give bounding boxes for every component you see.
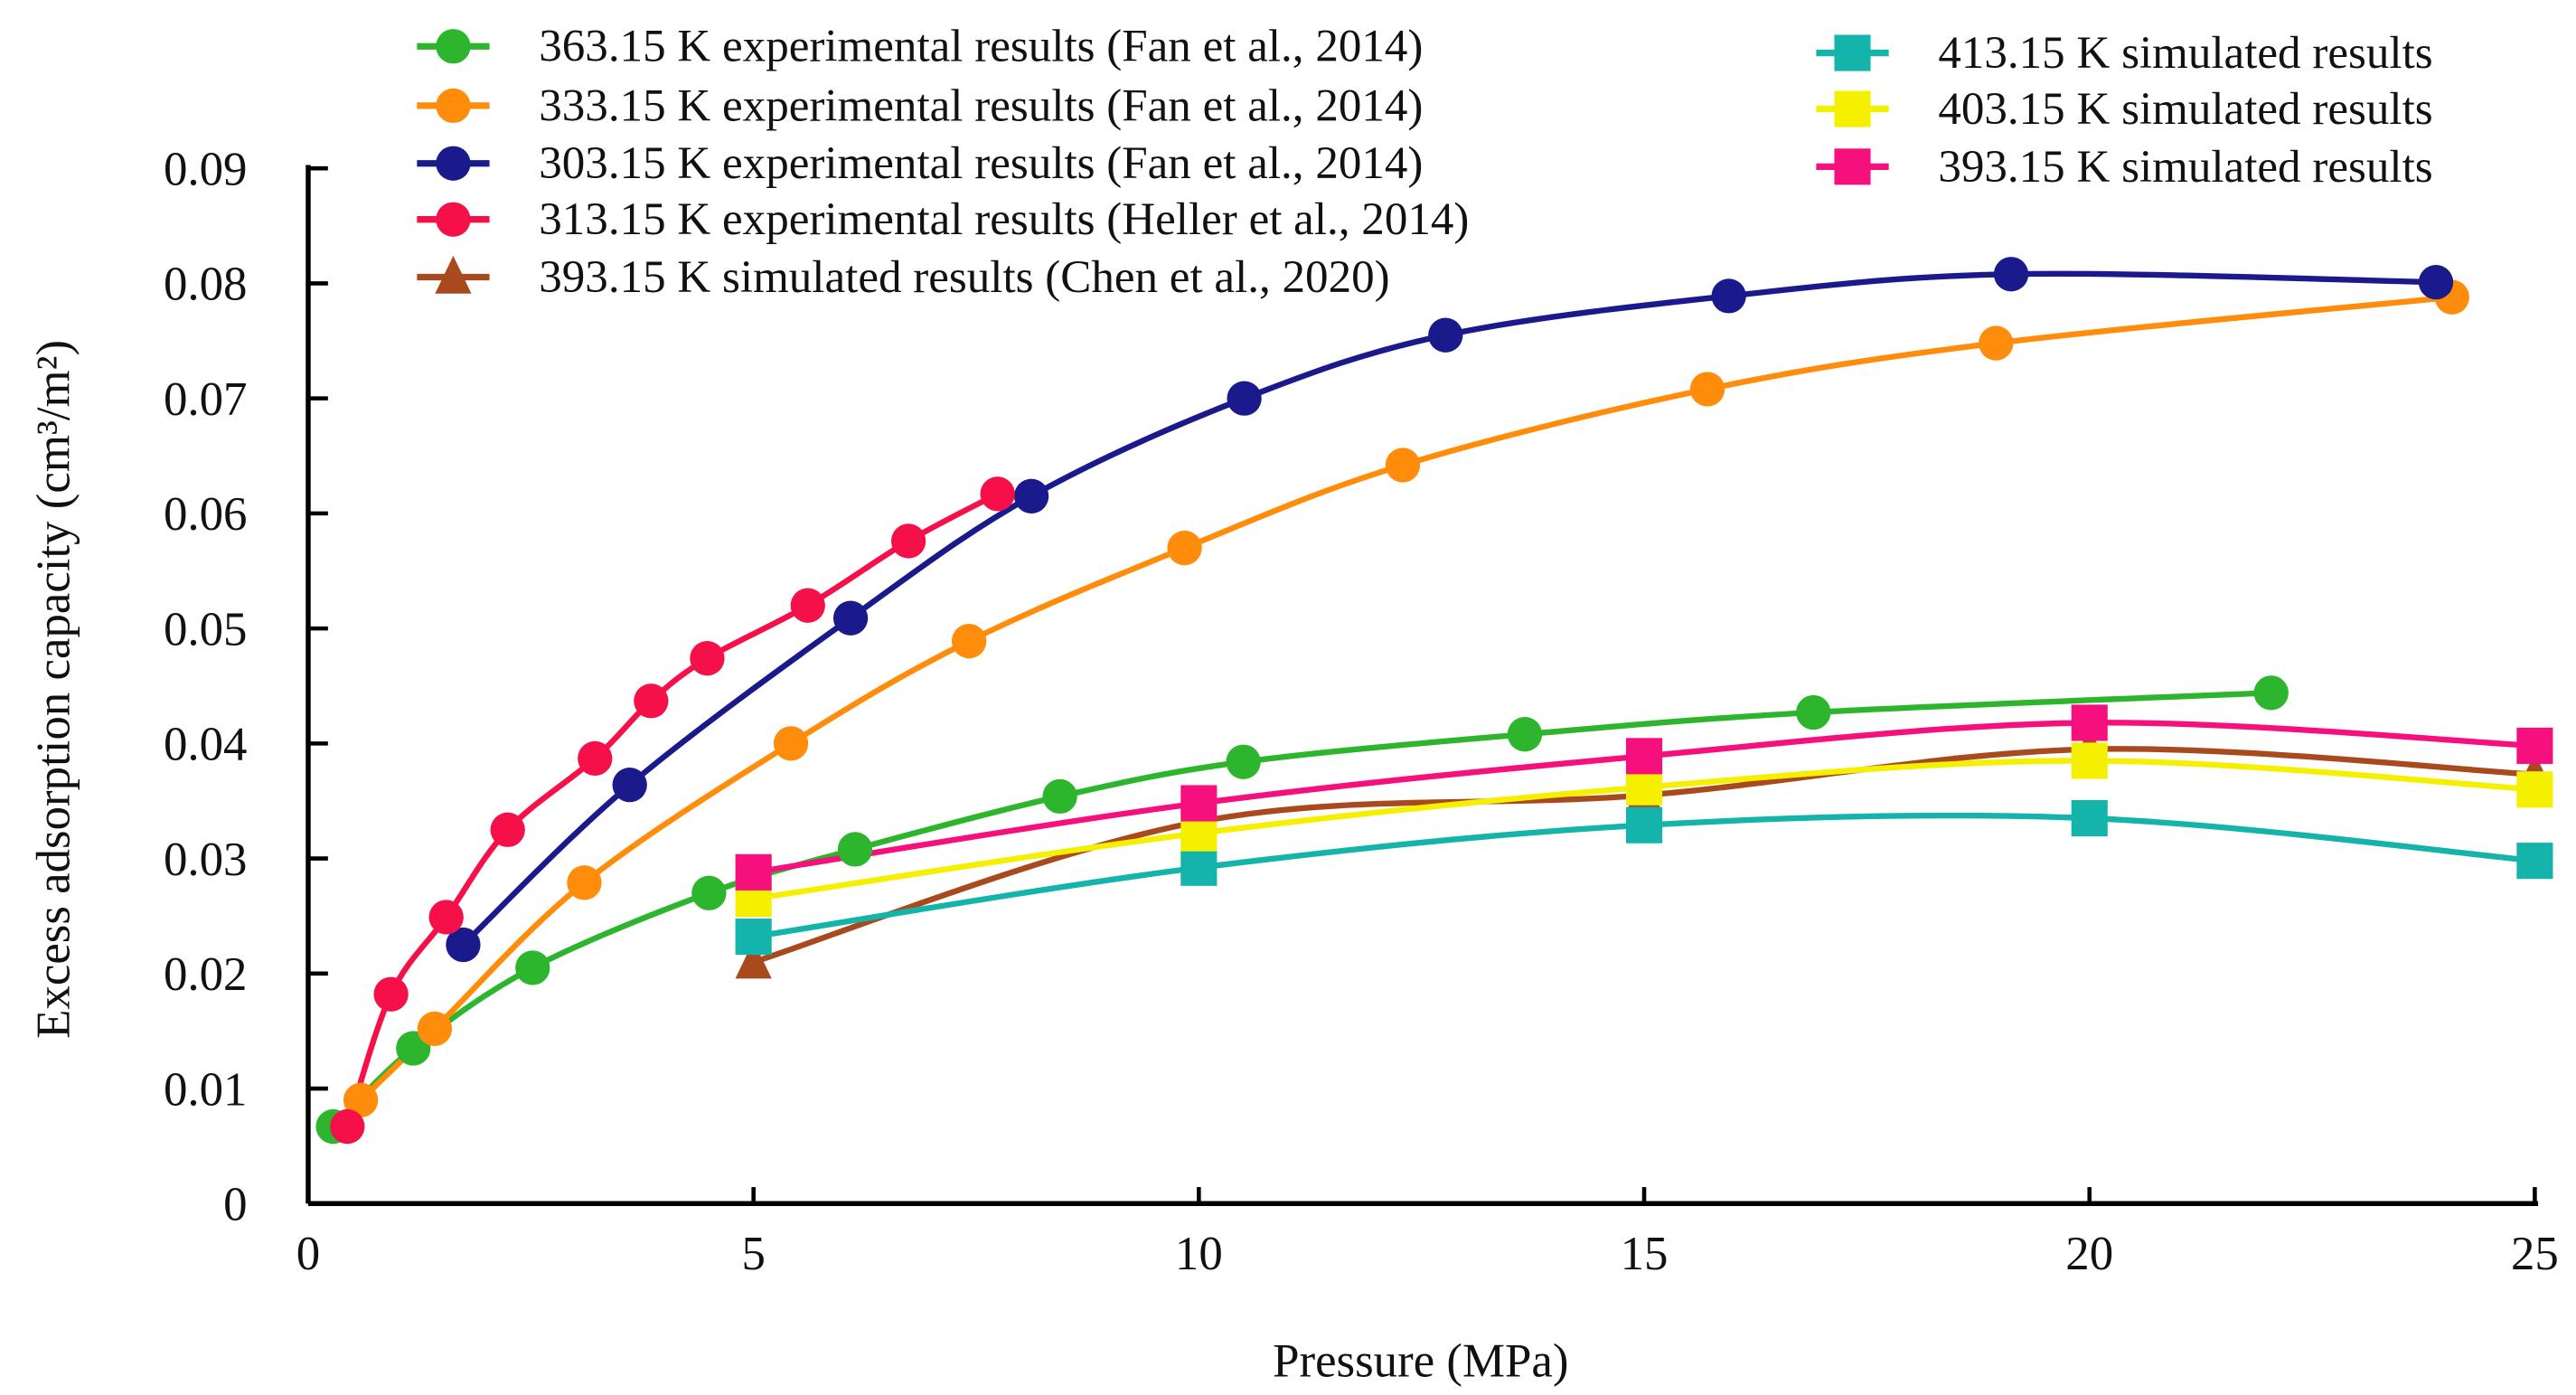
x-tick-label: 25 bbox=[2511, 1228, 2559, 1280]
data-point-series-1 bbox=[773, 726, 809, 761]
legend-label: 363.15 K experimental results (Fan et al… bbox=[539, 22, 1423, 72]
data-point-series-2 bbox=[446, 927, 481, 963]
legend-item: 333.15 K experimental results (Fan et al… bbox=[417, 80, 1423, 131]
legend-marker-icon bbox=[436, 146, 471, 181]
legend-marker-icon bbox=[436, 29, 471, 64]
data-point-series-1 bbox=[1385, 448, 1421, 483]
data-point-series-7 bbox=[1625, 738, 1663, 775]
data-point-series-5 bbox=[1180, 849, 1217, 886]
data-point-series-0 bbox=[837, 832, 873, 867]
x-tick-label: 5 bbox=[741, 1228, 765, 1280]
data-point-series-0 bbox=[1507, 717, 1543, 752]
y-tick-label: 0.01 bbox=[164, 1063, 248, 1116]
legend-marker-icon bbox=[1834, 34, 1871, 71]
legend-marker-icon bbox=[435, 255, 472, 294]
data-point-series-2 bbox=[1227, 381, 1262, 416]
y-tick-label: 0.07 bbox=[164, 373, 248, 426]
data-point-series-2 bbox=[1013, 478, 1049, 514]
data-point-series-7 bbox=[2516, 727, 2553, 764]
data-point-series-0 bbox=[1042, 778, 1077, 815]
data-point-series-3 bbox=[890, 523, 926, 559]
series-markers bbox=[315, 257, 2553, 1145]
data-point-series-5 bbox=[2071, 799, 2108, 837]
legend-label: 393.15 K simulated results bbox=[1938, 142, 2432, 193]
data-point-series-7 bbox=[2071, 704, 2108, 741]
data-point-series-0 bbox=[1226, 744, 1261, 779]
legend-marker-icon bbox=[436, 88, 471, 124]
data-point-series-2 bbox=[1993, 257, 2029, 292]
legend-item: 403.15 K simulated results bbox=[1816, 84, 2433, 135]
legend-item: 393.15 K simulated results (Chen et al.,… bbox=[417, 252, 1390, 303]
x-tick-label: 15 bbox=[1621, 1228, 1669, 1280]
data-point-series-0 bbox=[691, 875, 727, 910]
data-point-series-1 bbox=[343, 1082, 379, 1117]
data-point-series-2 bbox=[2418, 264, 2454, 300]
data-point-series-1 bbox=[1979, 325, 2014, 361]
data-point-series-7 bbox=[735, 853, 772, 891]
y-tick-label: 0.05 bbox=[164, 603, 248, 655]
data-point-series-1 bbox=[1689, 372, 1725, 407]
data-point-series-1 bbox=[567, 865, 602, 900]
legend-label: 393.15 K simulated results (Chen et al.,… bbox=[539, 252, 1389, 303]
data-point-series-3 bbox=[980, 476, 1015, 512]
data-point-series-2 bbox=[832, 600, 869, 636]
data-point-series-3 bbox=[790, 588, 825, 623]
data-point-series-0 bbox=[2253, 675, 2289, 711]
y-tick-label: 0.03 bbox=[164, 834, 248, 886]
legend-marker-icon bbox=[1834, 90, 1871, 127]
legend-marker-icon bbox=[1834, 148, 1871, 185]
y-axis-label: Excess adsorption capacity (cm³/m²) bbox=[28, 340, 80, 1039]
data-point-series-6 bbox=[2516, 771, 2553, 808]
data-point-series-6 bbox=[2071, 742, 2108, 779]
data-point-series-1 bbox=[1167, 530, 1202, 566]
legend-label: 403.15 K simulated results bbox=[1938, 84, 2432, 135]
data-point-series-4 bbox=[735, 940, 772, 979]
legend-item: 413.15 K simulated results bbox=[1816, 28, 2433, 79]
legend-item: 303.15 K experimental results (Fan et al… bbox=[417, 138, 1423, 189]
series-line-3 bbox=[344, 491, 1000, 1128]
legend-item: 313.15 K experimental results (Heller et… bbox=[417, 194, 1469, 245]
data-point-series-0 bbox=[1796, 694, 1831, 730]
data-point-series-3 bbox=[690, 641, 725, 676]
data-point-series-6 bbox=[1625, 768, 1663, 806]
data-point-series-1 bbox=[951, 623, 987, 659]
data-point-series-2 bbox=[1428, 317, 1463, 353]
legend-label: 333.15 K experimental results (Fan et al… bbox=[539, 80, 1423, 131]
data-point-series-3 bbox=[490, 812, 525, 847]
series-line-2 bbox=[461, 270, 2437, 947]
x-tick-label: 0 bbox=[296, 1228, 320, 1280]
legend-item: 393.15 K simulated results bbox=[1816, 142, 2433, 193]
data-point-series-3 bbox=[428, 900, 464, 935]
legend: 363.15 K experimental results (Fan et al… bbox=[417, 22, 2433, 303]
data-point-series-3 bbox=[578, 740, 613, 777]
legend-item: 363.15 K experimental results (Fan et al… bbox=[417, 22, 1423, 72]
x-tick-label: 10 bbox=[1175, 1228, 1223, 1280]
data-point-series-3 bbox=[330, 1108, 365, 1145]
legend-label: 413.15 K simulated results bbox=[1938, 28, 2432, 79]
data-point-series-5 bbox=[1625, 806, 1663, 844]
y-tick-label: 0.02 bbox=[164, 948, 248, 1001]
data-point-series-0 bbox=[515, 950, 550, 985]
axis-ticks: 0 5 10 15 20 25 0 0.01 0.02 0.03 0.04 0.05 0.06 0.07 0… bbox=[164, 143, 2559, 1280]
data-point-series-7 bbox=[1180, 785, 1217, 822]
data-point-series-3 bbox=[373, 976, 409, 1012]
x-axis-label: Pressure (MPa) bbox=[1273, 1335, 1568, 1388]
y-tick-label: 0.06 bbox=[164, 488, 248, 541]
data-point-series-3 bbox=[634, 683, 669, 719]
legend-label: 313.15 K experimental results (Heller et… bbox=[539, 194, 1469, 245]
x-tick-label: 20 bbox=[2065, 1228, 2113, 1280]
data-point-series-2 bbox=[1711, 278, 1746, 314]
data-point-series-5 bbox=[735, 919, 772, 956]
legend-marker-icon bbox=[436, 202, 471, 237]
data-point-series-2 bbox=[612, 768, 647, 803]
data-point-series-5 bbox=[2516, 843, 2553, 880]
y-tick-label: 0.09 bbox=[164, 143, 248, 195]
legend-label: 303.15 K experimental results (Fan et al… bbox=[539, 138, 1423, 189]
y-tick-label: 0.08 bbox=[164, 259, 248, 311]
data-point-series-1 bbox=[417, 1011, 453, 1047]
y-tick-label: 0 bbox=[223, 1179, 247, 1231]
y-tick-label: 0.04 bbox=[164, 719, 248, 771]
